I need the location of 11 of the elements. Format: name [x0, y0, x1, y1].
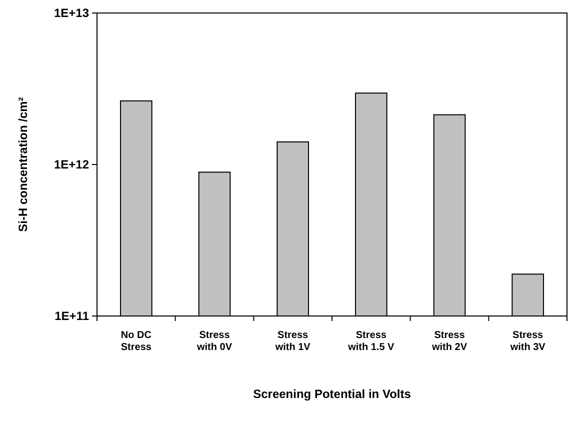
x-axis-title: Screening Potential in Volts: [253, 387, 412, 401]
y-axis-title: Si-H concentration /cm²: [16, 97, 30, 232]
x-tick-label: Stress with 3V: [509, 330, 546, 353]
y-tick-label: 1E+11: [54, 309, 90, 324]
x-tick-label: Stress with 2V: [430, 330, 468, 353]
x-tick-label: Stress with 1V: [274, 330, 311, 353]
x-tick-label: Stress with 0V: [196, 330, 232, 353]
x-tick-label: No DC Stress: [120, 330, 152, 353]
y-tick-label: 1E+12: [54, 158, 90, 172]
y-tick-label: 1E+13: [54, 6, 90, 20]
x-tick-label: Stress with 1.5 V: [347, 330, 395, 353]
